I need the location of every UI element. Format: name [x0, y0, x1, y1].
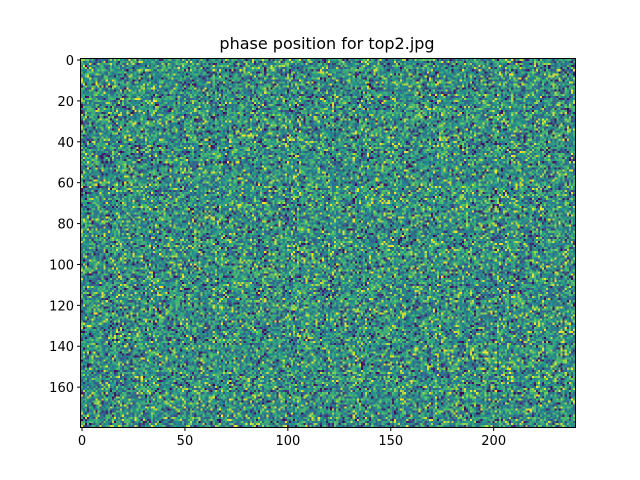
chart-title: phase position for top2.jpg [219, 34, 434, 53]
x-tick-label: 100 [275, 434, 300, 449]
heatmap-image [81, 59, 575, 427]
plot-frame [80, 58, 576, 428]
y-tick-label: 20 [57, 95, 74, 110]
y-tick-label: 140 [49, 340, 74, 355]
y-tick-label: 0 [66, 54, 74, 69]
x-tick-label: 150 [378, 434, 403, 449]
heatmap-cells [81, 59, 575, 427]
y-tick-label: 120 [49, 299, 74, 314]
x-tick-label: 0 [78, 434, 86, 449]
x-tick-label: 50 [177, 434, 194, 449]
x-axis: 0 50 100 150 200 [78, 427, 506, 449]
y-tick-label: 160 [49, 381, 74, 396]
y-tick-label: 100 [49, 258, 74, 273]
y-tick-label: 60 [57, 177, 74, 192]
y-axis: 0 20 40 60 80 100 120 140 160 [49, 54, 81, 396]
x-tick-label: 200 [481, 434, 506, 449]
y-tick-label: 40 [57, 136, 74, 151]
y-tick-label: 80 [57, 218, 74, 233]
